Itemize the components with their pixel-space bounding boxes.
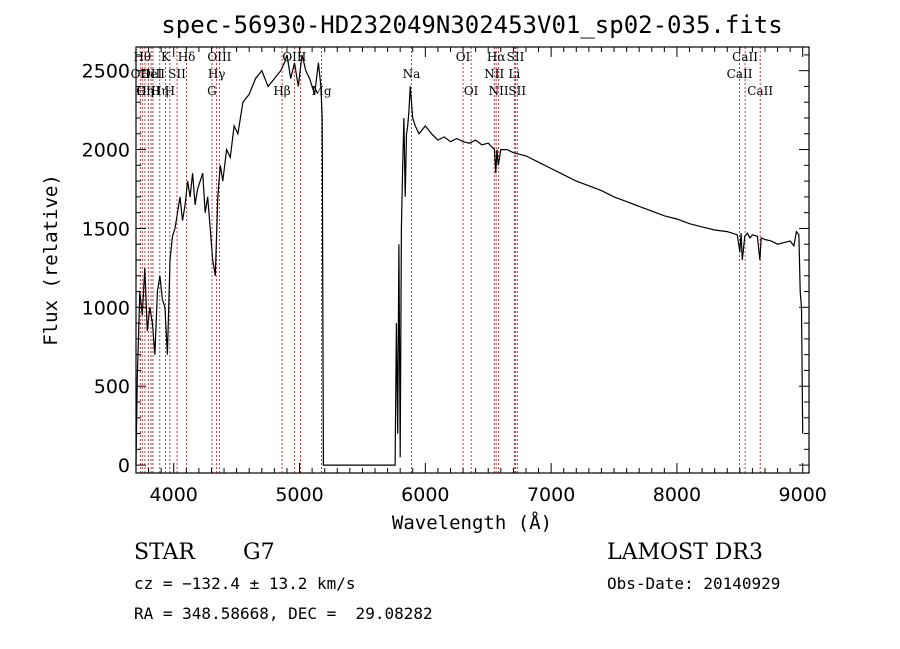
x-tick-label: 7000 [527,484,575,506]
x-tick-label: 5000 [275,484,323,506]
y-tick-label: 2500 [82,61,130,83]
spectrum-line [135,54,804,466]
line-label: Hβ [273,84,290,98]
line-label: OI [456,50,471,64]
line-label: Hθ [133,50,151,64]
coordinates: RA = 348.58668, DEC = 29.08282 [134,604,433,623]
x-tick-label: 9000 [779,484,827,506]
line-label: CaII [727,67,753,81]
chart-title: spec-56930-HD232049N302453V01_sp02-035.f… [161,11,782,39]
y-tick-label: 0 [118,455,130,477]
line-label: Li [508,67,520,81]
y-axis-label: Flux (relative) [40,174,62,346]
line-label: Hδ [178,50,196,64]
x-axis-label: Wavelength (Å) [392,511,552,534]
line-label: OIII [141,67,165,81]
redshift-cz: cz = −132.4 ± 13.2 km/s [134,574,356,593]
line-label: Na [403,67,421,81]
survey-name: LAMOST DR3 [607,540,763,565]
y-tick-label: 1000 [82,297,130,319]
spectral-line-labels: OIIHθHηOIIIHeIOIIIHηKHSIIHδGHγOIIIHβOIII… [131,50,774,98]
y-tick-label: 2000 [82,140,130,162]
line-label: Hη [136,84,154,98]
line-label: K [161,50,171,64]
plot-frame [135,46,810,474]
x-tick-label: 4000 [150,484,198,506]
line-label: OI [464,84,479,98]
x-tick-label: 6000 [401,484,449,506]
line-label: SII [168,67,186,81]
y-axis-ticks: 0 500 1000 1500 2000 2500 [82,54,809,477]
line-label: H [165,84,175,98]
y-tick-label: 500 [94,376,130,398]
line-label: G [207,84,217,98]
observation-date: Obs-Date: 20140929 [607,574,781,593]
line-label: NII [489,84,509,98]
line-label: NII [484,67,504,81]
line-label: OIII [136,84,160,98]
line-label: Mg [312,84,332,98]
line-label: SII [507,50,525,64]
x-tick-label: 8000 [653,484,701,506]
line-label: CaII [732,50,758,64]
x-axis-ticks: 4000 5000 6000 7000 8000 9000 [135,47,827,506]
line-label: OIII [207,50,231,64]
line-label: Hγ [208,67,226,81]
object-subclass: G7 [243,540,275,565]
line-label: CaII [747,84,773,98]
object-class: STAR [134,540,195,565]
y-tick-label: 1500 [82,218,130,240]
line-label: SII [508,84,526,98]
line-label: Hη [151,84,169,98]
line-label: Hα [487,50,506,64]
spectral-line-markers [139,47,761,473]
